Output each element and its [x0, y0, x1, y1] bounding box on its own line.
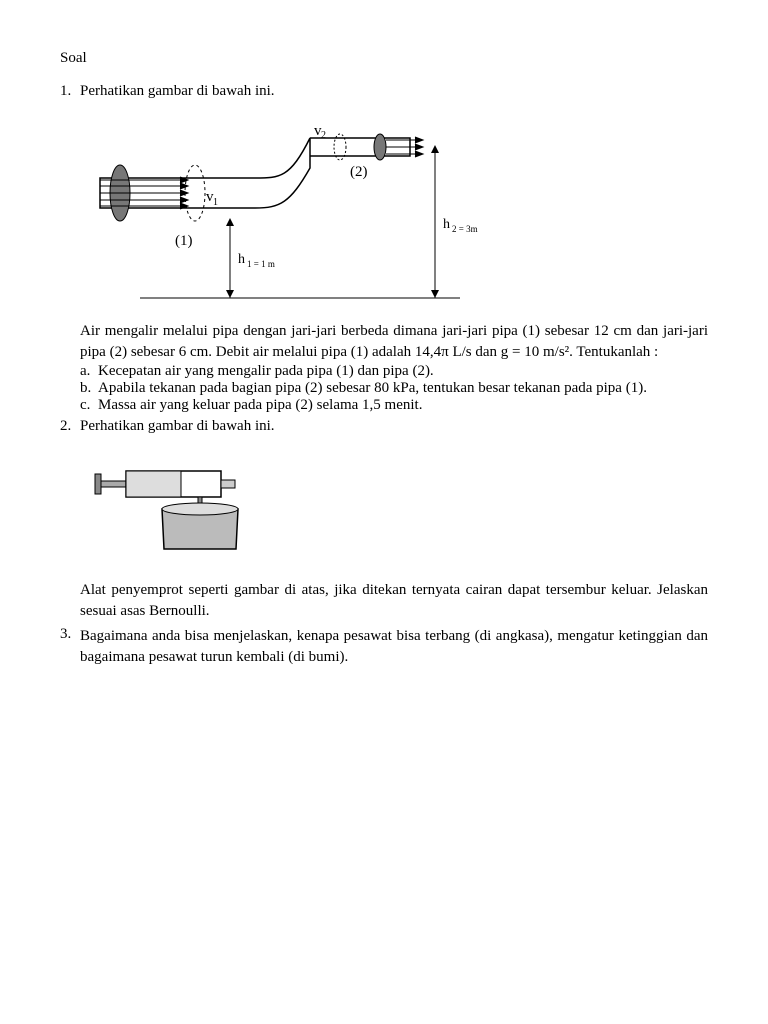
- problem-1c: Massa air yang keluar pada pipa (2) sela…: [80, 397, 708, 414]
- svg-text:h: h: [238, 252, 245, 267]
- page-title: Soal: [60, 50, 708, 67]
- svg-text:h: h: [443, 217, 450, 232]
- svg-text:1: 1: [213, 197, 218, 208]
- problem-2: Perhatikan gambar di bawah ini. Alat pen…: [60, 418, 708, 622]
- svg-text:2: 2: [321, 130, 326, 141]
- problem-2-lead: Perhatikan gambar di bawah ini.: [80, 418, 708, 435]
- svg-text:1 = 1 m: 1 = 1 m: [247, 259, 275, 269]
- problem-1-lead: Perhatikan gambar di bawah ini.: [80, 83, 708, 100]
- problem-1a: Kecepatan air yang mengalir pada pipa (1…: [80, 363, 708, 380]
- problem-3: Bagaimana anda bisa menjelaskan, kenapa …: [60, 626, 708, 668]
- pipe-diagram: v 1 v 2 (2) (1) h 1 = 1 m h 2 = 3m: [80, 108, 708, 313]
- problem-3-body: Bagaimana anda bisa menjelaskan, kenapa …: [80, 626, 708, 668]
- sprayer-diagram: [90, 459, 708, 564]
- problem-1b: Apabila tekanan pada bagian pipa (2) seb…: [80, 380, 708, 397]
- problem-1: Perhatikan gambar di bawah ini.: [60, 83, 708, 414]
- svg-text:2 = 3m: 2 = 3m: [452, 224, 478, 234]
- problem-2-body: Alat penyemprot seperti gambar di atas, …: [80, 580, 708, 622]
- svg-text:(1): (1): [175, 233, 193, 249]
- svg-text:(2): (2): [350, 164, 368, 180]
- problem-1-body: Air mengalir melalui pipa dengan jari-ja…: [80, 321, 708, 363]
